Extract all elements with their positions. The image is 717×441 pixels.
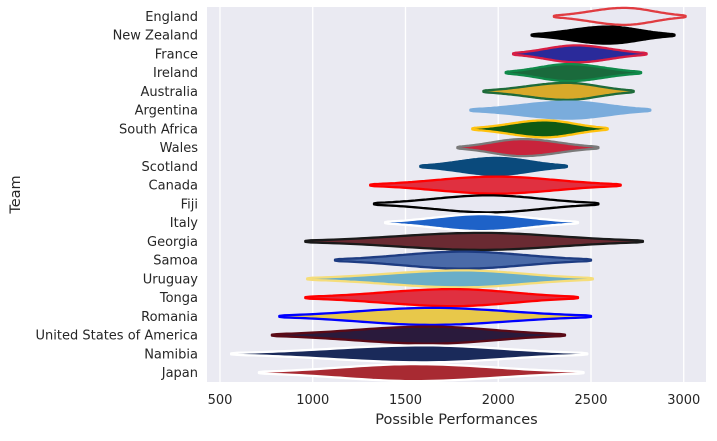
y-tick-label: Australia [140, 85, 198, 100]
y-tick-labels: England New Zealand France Ireland Australia… [36, 10, 199, 381]
x-tick-label: 3000 [667, 393, 700, 408]
y-tick-label: England [145, 10, 198, 25]
x-tick-label: 500 [208, 393, 233, 408]
y-tick-label: South Africa [119, 122, 198, 137]
x-tick-label: 2000 [482, 393, 515, 408]
x-tick-label: 1000 [296, 393, 329, 408]
y-tick-label: Namibia [144, 347, 198, 362]
violin-australia [482, 81, 635, 102]
violin-romania [278, 306, 593, 327]
violin-south-africa [471, 119, 609, 139]
y-tick-label: Argentina [135, 104, 198, 119]
x-tick-label: 2500 [574, 393, 607, 408]
plot-background [207, 7, 706, 382]
violin-wales [456, 137, 600, 158]
x-axis-label: Possible Performances [375, 412, 537, 428]
violin-ireland [504, 62, 643, 83]
violin-united-states-of-america [270, 325, 567, 345]
violin-tonga [304, 287, 580, 308]
y-axis-label: Team [8, 175, 24, 214]
violin-fiji [372, 194, 600, 214]
y-tick-label: New Zealand [113, 29, 198, 44]
y-tick-label: Samoa [153, 254, 198, 269]
x-tick-labels: 500 1000 1500 2000 2500 3000 [208, 393, 701, 408]
violin-japan [257, 362, 585, 383]
y-tick-label: United States of America [36, 329, 198, 344]
violin-namibia [229, 344, 589, 364]
violin-uruguay [306, 269, 594, 289]
violin-france [511, 44, 648, 64]
y-tick-label: Wales [160, 141, 199, 156]
y-tick-label: Uruguay [143, 272, 199, 287]
y-tick-label: Fiji [181, 197, 198, 212]
y-tick-label: Scotland [141, 160, 198, 175]
violin-layer [229, 6, 687, 383]
y-tick-label: Tonga [159, 291, 198, 306]
y-tick-label: Canada [149, 179, 198, 194]
y-tick-label: France [155, 47, 198, 62]
y-tick-label: Ireland [153, 66, 198, 81]
violin-scotland [419, 156, 569, 177]
violin-samoa [333, 250, 593, 270]
y-tick-label: Romania [141, 310, 198, 325]
violin-italy [383, 212, 580, 233]
violin-argentina [469, 100, 652, 120]
violin-canada [369, 175, 622, 195]
violin-england [552, 6, 687, 27]
y-tick-label: Japan [161, 366, 198, 381]
x-tick-label: 1500 [389, 393, 422, 408]
y-tick-label: Georgia [147, 235, 198, 250]
violin-georgia [304, 231, 645, 252]
y-tick-label: Italy [170, 216, 199, 231]
violin-new-zealand [530, 25, 676, 45]
